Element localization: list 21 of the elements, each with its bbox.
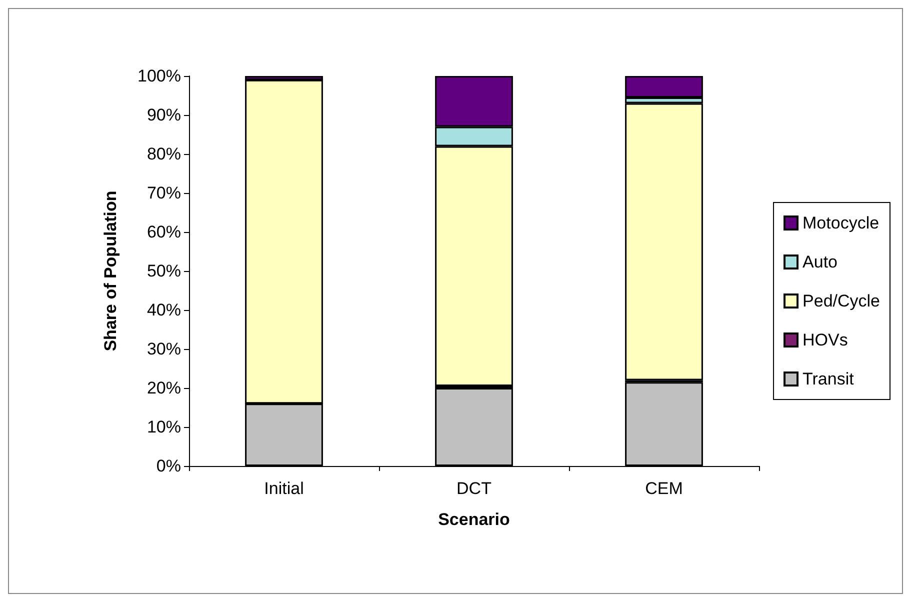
y-tick-label: 90% — [146, 106, 181, 124]
y-tick-label: 40% — [146, 300, 181, 320]
y-axis-title: Share of Population — [101, 190, 120, 352]
y-tick-label: 70% — [146, 184, 181, 202]
x-tick-label: DCT — [456, 479, 492, 498]
y-tick-label: 0% — [156, 456, 181, 476]
legend-label: HOVs — [802, 330, 848, 350]
x-axis-title: Scenario — [438, 510, 510, 529]
x-tick-label: CEM — [645, 479, 683, 498]
legend-label: Ped/Cycle — [802, 292, 880, 310]
y-tick-label: 100% — [138, 66, 181, 86]
y-tick-label: 80% — [146, 144, 181, 164]
y-tick-label: 50% — [146, 262, 181, 280]
x-tick-label: Initial — [264, 479, 304, 498]
y-tick-label: 20% — [146, 378, 181, 398]
legend-label: Transit — [802, 370, 854, 388]
y-tick-label: 10% — [146, 418, 181, 436]
legend-label: Motocycle — [802, 214, 880, 232]
legend-label: Auto — [802, 252, 838, 272]
y-tick-label: 30% — [146, 340, 181, 358]
y-tick-label: 60% — [146, 222, 181, 242]
